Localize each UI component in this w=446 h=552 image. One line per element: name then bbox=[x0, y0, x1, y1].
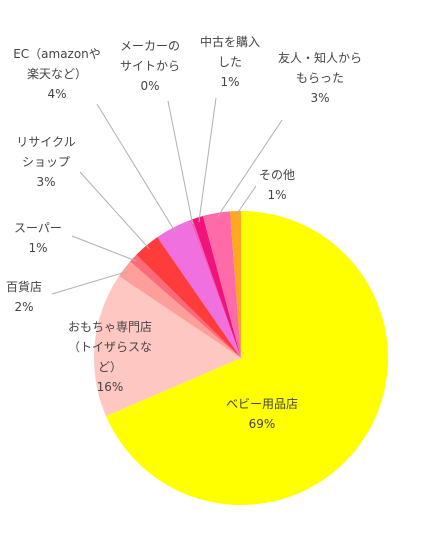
slice-percent-label: 3% bbox=[310, 91, 329, 105]
slice-category-label: スーパー bbox=[14, 221, 62, 235]
leader-line bbox=[216, 119, 283, 218]
slice-category-label: （トイザらスな bbox=[68, 340, 152, 354]
slice-percent-label: 0% bbox=[140, 79, 159, 93]
leader-line bbox=[96, 103, 176, 232]
pie-slice bbox=[157, 220, 241, 358]
leader-line bbox=[71, 235, 137, 262]
slice-category-label: 楽天など） bbox=[27, 67, 87, 81]
slice-percent-label: 69% bbox=[249, 417, 276, 431]
pie-slice bbox=[130, 254, 241, 358]
leader-line bbox=[51, 270, 128, 295]
slice-percent-label: 1% bbox=[28, 241, 47, 255]
pie-slice bbox=[230, 210, 241, 358]
leader-line bbox=[79, 171, 150, 250]
slice-category-label: サイトから bbox=[120, 59, 180, 73]
slice-category-label: ど） bbox=[98, 360, 122, 374]
slice-category-label: リサイクル bbox=[16, 135, 75, 149]
leader-lines bbox=[51, 97, 283, 295]
pie-slices bbox=[94, 210, 389, 505]
slice-category-label: EC（amazonや bbox=[13, 47, 101, 61]
slice-category-label: その他 bbox=[259, 168, 295, 182]
slice-percent-label: 1% bbox=[220, 75, 239, 89]
slice-category-label: メーカーの bbox=[120, 39, 180, 53]
slice-category-label: した bbox=[218, 55, 242, 69]
slice-percent-label: 3% bbox=[36, 175, 55, 189]
leader-line bbox=[167, 100, 194, 224]
slice-category-label: 百貨店 bbox=[6, 279, 42, 294]
slice-percent-label: 1% bbox=[267, 188, 286, 202]
pie-slice bbox=[118, 261, 241, 358]
slice-category-label: 友人・知人から bbox=[278, 51, 362, 65]
slice-category-label: 中古を購入 bbox=[200, 34, 260, 49]
leader-line bbox=[235, 185, 257, 216]
slice-percent-label: 2% bbox=[14, 300, 33, 314]
slice-percent-label: 16% bbox=[97, 380, 124, 394]
slice-category-label: ベビー用品店 bbox=[226, 397, 298, 411]
slice-percent-label: 4% bbox=[47, 87, 66, 101]
pie-slice bbox=[106, 211, 389, 505]
pie-slice bbox=[136, 237, 241, 358]
slice-category-label: もらった bbox=[296, 71, 344, 85]
pie-slice bbox=[189, 219, 241, 358]
pie-slice bbox=[202, 211, 241, 358]
slice-category-label: おもちゃ専門店 bbox=[68, 320, 152, 334]
pie-slice bbox=[192, 216, 241, 358]
pie-slice bbox=[94, 276, 242, 417]
slice-category-label: ショップ bbox=[22, 155, 70, 169]
leader-line bbox=[198, 97, 217, 222]
